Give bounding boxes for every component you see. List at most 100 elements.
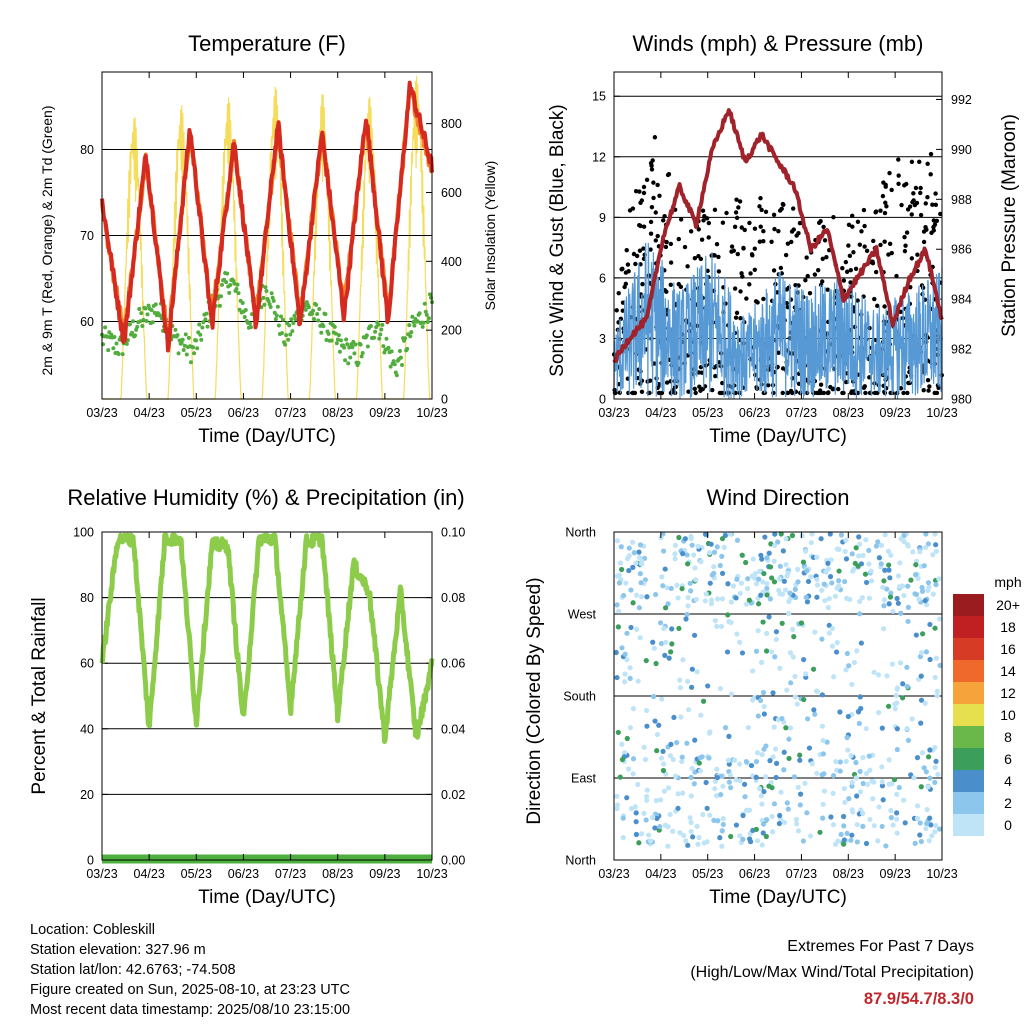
direction-point [819,587,825,593]
direction-point [665,785,672,791]
direction-point [714,774,721,781]
dewpoint-point [378,332,383,337]
direction-point [681,832,687,839]
wind-gust-point [734,215,740,221]
wind-gust-point [750,253,755,258]
wind-gust-point [617,390,623,395]
wind-gust-point [864,248,870,254]
dewpoint-point [144,319,149,324]
dewpoint-point [153,302,158,307]
winds-xtick-label: 10/23 [926,406,957,420]
temp-2m-line [100,80,434,353]
direction-point [757,697,764,704]
dewpoint-point [203,317,208,322]
direction-point [660,583,666,589]
dewpoint-point [186,335,191,340]
wind-gust-point [744,296,749,301]
direction-point [615,729,621,736]
rh-xtick-label: 06/23 [228,867,259,881]
direction-point [628,624,634,631]
winds-xtick-label: 08/23 [833,406,864,420]
direction-point [864,781,871,788]
direction-point [922,700,928,706]
direction-point [914,755,921,761]
direction-point [860,780,866,787]
rh-xtick-label: 03/23 [86,867,117,881]
dewpoint-point [368,324,373,329]
wind-gust-point [909,256,915,261]
wind-gust-point [853,266,859,271]
dewpoint-point [329,338,334,343]
colorbar-title: mph [994,574,1021,590]
direction-point [627,665,633,671]
direction-point [672,551,678,557]
direction-point [912,840,918,846]
direction-point [719,828,725,834]
wind-gust-point [914,200,920,206]
dewpoint-point [143,306,148,311]
dewpoint-point [409,330,414,335]
direction-point [616,580,623,586]
direction-point [675,791,681,797]
direction-point [935,771,941,778]
dewpoint-point [283,342,288,347]
direction-point [900,681,906,687]
wind-gust-point [712,207,718,213]
direction-point [688,533,694,540]
wind-gust-point [692,386,697,392]
dewpoint-point [275,304,280,309]
rh-xtick-label: 07/23 [275,867,306,881]
wind-gust-point [641,246,646,251]
direction-point [701,840,707,846]
direction-point [886,562,892,568]
wind-gust-point [766,383,771,388]
direction-point [881,597,887,603]
wind-gust-point [807,290,813,296]
dewpoint-point [116,352,121,357]
rh-xlabel: Time (Day/UTC) [198,887,336,908]
direction-point [692,565,698,571]
direction-point [688,793,694,799]
direction-point [677,830,683,836]
dewpoint-point [288,332,293,337]
dewpoint-point [291,321,296,326]
wind-gust-point [843,379,849,385]
direction-point [932,779,938,786]
direction-point [643,657,649,664]
direction-point [917,654,924,660]
direction-point [752,571,758,577]
direction-point [653,660,659,667]
colorbar-label: 6 [1004,751,1012,767]
direction-point [684,740,690,746]
direction-point [886,757,892,763]
direction-point [934,688,940,694]
dewpoint-point [240,300,245,305]
winds-xtick-label: 07/23 [786,406,817,420]
direction-point [937,662,943,669]
rh-xtick-label: 09/23 [369,867,400,881]
direction-point [890,608,896,615]
direction-point [804,599,811,605]
dewpoint-point [356,361,361,366]
speed-colorbar: mph 20+ 18 16 14 12 10 8 6 4 2 0 [953,574,1022,836]
direction-point [777,812,783,819]
direction-point [896,584,903,590]
direction-point [830,773,837,779]
direction-point [623,580,629,586]
wind-gust-point [710,387,715,393]
wind-gust-point [668,282,673,288]
direction-point [932,531,938,537]
direction-point [668,741,674,747]
dewpoint-point [425,319,430,324]
wind-gust-point [759,207,764,213]
dewpoint-point [182,343,187,348]
wind-gust-point [625,262,631,267]
direction-point [833,759,839,765]
direction-point [842,799,848,805]
direction-point [725,757,732,763]
direction-point [849,783,855,789]
dewpoint-point [336,333,341,338]
wind-gust-point [777,208,783,213]
direction-point [708,541,714,547]
direction-point [812,629,818,635]
